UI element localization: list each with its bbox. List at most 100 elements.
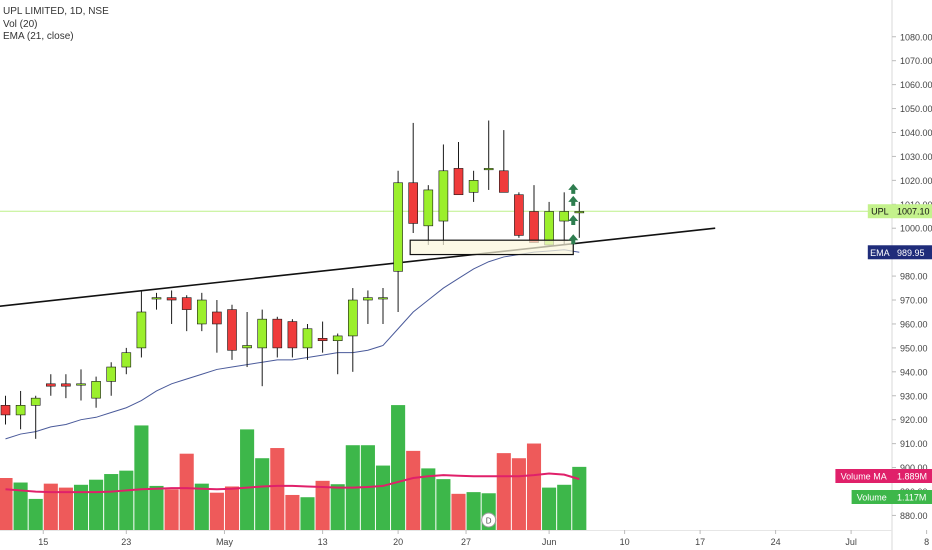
price-tick-label: 900.00 [900,463,928,473]
dividend-marker-label: D [486,517,492,526]
dividend-marker [481,512,497,528]
legend-title[interactable]: UPL LIMITED, 1D, NSE [3,6,109,17]
volume-bar [391,405,406,530]
ema-badge-label-bg [867,245,892,260]
volume-bar [13,482,28,530]
time-tick-label: 27 [461,537,471,547]
time-axis[interactable]: 15 23 May 13 20 27 Jun 10 17 24 Jul 8 [38,530,929,547]
candle-body [514,194,524,236]
up-arrow-icon [568,215,579,226]
volume-bar [73,484,89,530]
price-tick-label: 940.00 [900,367,928,377]
candle [544,201,554,246]
time-tick-label: 23 [121,537,131,547]
time-tick-label: May [216,537,234,547]
candle [166,290,177,324]
ema-line [5,249,580,440]
volume-bar [406,450,421,530]
volume-ma-badge: Volume MA 1.889M [835,469,932,483]
candle [106,362,116,396]
candle [347,288,358,372]
candle [332,333,343,375]
candle [242,311,252,368]
candle [257,309,268,387]
candle [483,120,494,190]
time-tick-label: 17 [695,537,705,547]
candle-body [423,189,434,227]
volume-bar [255,458,270,530]
candle [272,316,283,358]
candle-body [242,345,252,349]
candle-body [302,328,313,349]
volume-bar [542,487,557,530]
price-tick-label: 1000.00 [900,224,932,234]
candle [574,201,585,238]
candle [438,144,449,245]
volume-bar [58,487,73,530]
candle [136,290,147,358]
candle-body [227,309,237,351]
ema-layer [5,249,580,440]
volume-bars [0,405,587,530]
time-tick-label: 13 [318,537,328,547]
support-box [409,239,574,256]
candle-body [0,405,11,416]
time-tick-label: 8 [924,537,929,547]
volume-bar [164,489,179,530]
up-arrow-icon [568,195,579,206]
candle [378,288,388,324]
time-tick-label: Jul [845,537,857,547]
candle-body [91,381,101,399]
last-price-badge: UPL 1007.10 [867,204,932,219]
candle-body [363,297,373,301]
volume-bar [0,478,13,530]
volume-bar [421,468,436,530]
candle [453,142,464,196]
volume-badge-label-bg [851,490,892,504]
candles [0,120,585,439]
candle [197,292,207,332]
candle-body [15,405,26,416]
price-tick-label: 1020.00 [900,176,932,186]
candle-body [317,338,328,342]
candle-body [378,297,388,300]
volume-bar [43,483,58,530]
candle-body [30,397,41,406]
candle-body [257,318,268,349]
candle-body [453,168,464,196]
volume-bar [194,483,209,530]
support-box-layer[interactable] [409,239,574,256]
volume-bar [224,486,240,530]
candle-body [45,383,56,387]
volume-bar [179,453,194,530]
price-tick-label: 880.00 [900,511,928,521]
last-price-badge-label: UPL [871,207,889,217]
price-axis[interactable]: 1080.00 1070.00 1060.00 1050.00 1040.00 1030.… [892,32,932,521]
candle-body [181,297,192,310]
volume-bar [134,425,149,530]
price-tick-label: 910.00 [900,439,928,449]
candle-body [393,182,403,272]
volume-bar [149,485,164,530]
legend-volume[interactable]: Vol (20) [3,18,38,30]
price-tick-label: 920.00 [900,415,928,425]
candle [287,319,298,358]
candle-body [106,366,116,382]
candle-body [529,211,539,243]
up-arrow-icon [568,234,579,245]
price-tick-label: 1060.00 [900,80,932,90]
price-tick-label: 930.00 [900,391,928,401]
candle [151,292,162,310]
legend-ema[interactable]: EMA (21, close) [3,31,74,42]
trendline [0,227,716,307]
volume-bar [526,443,542,530]
price-tick-label: 970.00 [900,296,928,306]
volume-ma-badge-label: Volume MA [841,472,887,482]
price-tick-label: 1030.00 [900,152,932,162]
ema-badge-value-bg [892,245,932,260]
volume-bar [119,470,134,530]
price-tick-label: 1050.00 [900,104,932,114]
candle [529,185,539,243]
trendline-layer[interactable] [0,227,716,307]
